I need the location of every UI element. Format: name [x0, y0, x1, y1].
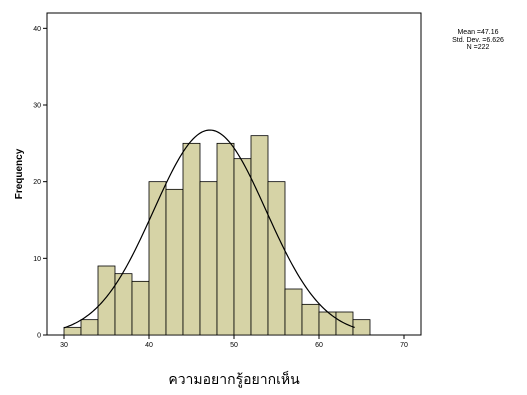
histogram-bar-11 — [250, 135, 269, 336]
histogram-bar-7 — [182, 142, 201, 336]
stat-mean: Mean =47.16 — [457, 29, 499, 36]
histogram-bar-12 — [267, 181, 286, 336]
x-tick-label-1: 40 — [145, 342, 153, 349]
histogram-bar-3 — [114, 273, 133, 336]
x-tick-label-4: 70 — [400, 342, 408, 349]
histogram-bar-10 — [233, 158, 252, 336]
y-axis-label: Frequency — [14, 148, 25, 199]
histogram-bar-5 — [148, 181, 167, 336]
histogram-bar-17 — [352, 319, 371, 336]
statistics-legend: Mean =47.16 Std. Dev. =6.626 N =222 — [430, 29, 526, 52]
stat-std-dev: Std. Dev. =6.626 — [452, 36, 504, 44]
x-tick-label-2: 50 — [230, 342, 238, 349]
y-tick-label-3: 30 — [33, 103, 41, 110]
normal-curve — [63, 129, 355, 329]
histogram-bar-4 — [131, 280, 150, 336]
histogram-bar-13 — [284, 288, 303, 336]
histogram-bar-0 — [63, 326, 82, 336]
stat-n: N =222 — [466, 44, 490, 51]
histogram-bar-15 — [318, 311, 337, 336]
histogram-bar-8 — [199, 181, 218, 336]
histogram-bar-2 — [97, 265, 116, 336]
x-axis-label: ความอยากรู้อยากเห็น — [168, 370, 300, 388]
x-tick-label-3: 60 — [315, 342, 323, 349]
histogram-bar-6 — [165, 188, 184, 336]
y-tick-label-0: 0 — [37, 333, 41, 340]
y-tick-label-4: 40 — [33, 26, 41, 33]
y-tick-label-2: 20 — [33, 179, 41, 186]
histogram-bar-9 — [216, 142, 235, 336]
histogram-bar-14 — [301, 303, 320, 336]
y-tick-label-1: 10 — [33, 256, 41, 263]
histogram-bar-1 — [80, 319, 99, 336]
x-tick-label-0: 30 — [60, 342, 68, 349]
